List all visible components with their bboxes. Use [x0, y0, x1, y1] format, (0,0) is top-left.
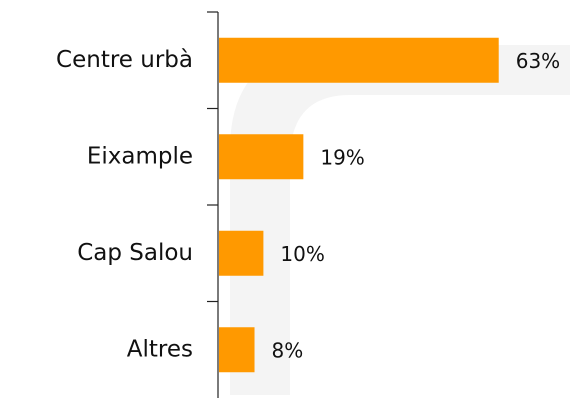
- bar: [219, 37, 499, 83]
- bar: [219, 230, 264, 276]
- value-label: 19%: [320, 145, 364, 169]
- value-label: 8%: [272, 338, 304, 362]
- bar: [219, 134, 304, 180]
- value-label: 10%: [280, 242, 324, 266]
- category-label: Cap Salou: [77, 240, 193, 266]
- category-label: Centre urbà: [56, 47, 193, 73]
- value-label: 63%: [516, 49, 560, 73]
- category-label: Altres: [127, 336, 193, 362]
- bar: [219, 327, 255, 373]
- category-label: Eixample: [87, 143, 193, 169]
